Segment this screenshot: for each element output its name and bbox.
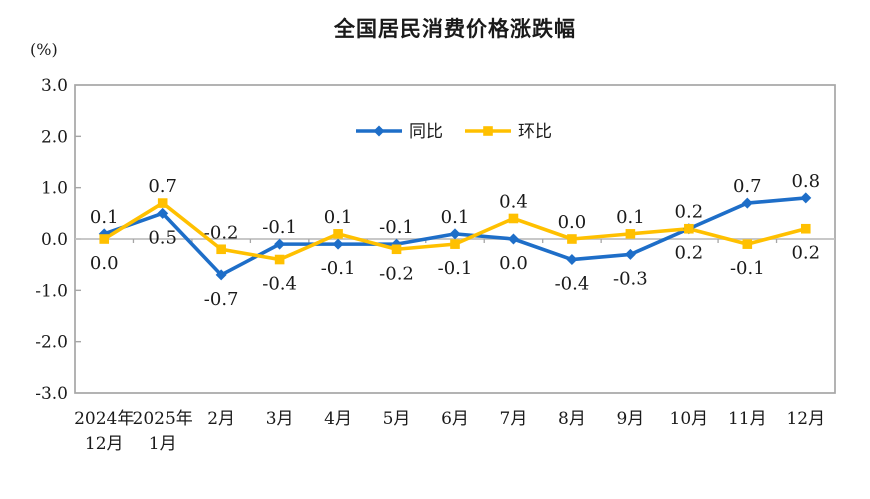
x-axis-label: 8月 [558, 409, 586, 429]
series-yoy-marker [624, 248, 636, 260]
x-axis-label: 10月 [670, 409, 709, 429]
series-mom-marker [274, 254, 285, 265]
series-yoy-marker [332, 238, 344, 250]
data-label-below: -0.1 [438, 258, 473, 279]
legend-mom-marker [483, 126, 493, 136]
series-mom-marker [742, 239, 753, 249]
data-label-below: -0.7 [204, 289, 239, 310]
series-mom-marker [625, 229, 636, 239]
series-yoy-marker [741, 197, 753, 209]
data-label-below: -0.1 [730, 258, 765, 279]
data-label-above: 0.1 [441, 207, 470, 228]
series-yoy-marker [215, 269, 227, 281]
legend-yoy-label: 同比 [409, 122, 443, 142]
x-axis-label: 11月 [728, 409, 767, 429]
data-label-above: 0.2 [675, 202, 704, 223]
y-axis-tick-label: 0.0 [41, 230, 68, 250]
x-axis-label: 4月 [324, 409, 352, 429]
x-axis-label: 12月 [85, 434, 124, 454]
x-axis-label: 7月 [500, 409, 528, 429]
x-axis-label: 9月 [616, 409, 644, 429]
data-label-below: 0.0 [90, 253, 119, 274]
data-label-above: 0.7 [148, 176, 177, 197]
legend-mom-label: 环比 [518, 122, 552, 142]
data-label-below: 0.5 [148, 227, 177, 248]
data-label-below: -0.1 [321, 258, 356, 279]
data-label-above: 0.8 [791, 171, 820, 192]
data-label-above: -0.2 [204, 222, 239, 243]
data-label-below: -0.3 [613, 268, 648, 289]
data-label-below: -0.2 [379, 263, 414, 284]
series-yoy-marker [449, 228, 461, 240]
x-axis-label: 6月 [441, 409, 469, 429]
chart-title: 全国居民消费价格涨跌幅 [334, 17, 576, 41]
data-label-above: -0.1 [262, 217, 297, 238]
x-axis-label: 2月 [207, 409, 235, 429]
data-label-above: 0.1 [324, 207, 353, 228]
series-yoy-marker [507, 233, 519, 245]
series-mom-marker [99, 234, 110, 244]
series-mom-marker [800, 223, 811, 234]
y-axis-tick-label: -2.0 [35, 333, 68, 353]
y-axis-tick-label: 1.0 [41, 179, 68, 199]
series-yoy-marker [800, 192, 812, 204]
series-mom-marker [391, 244, 402, 255]
data-label-above: 0.1 [90, 207, 119, 228]
series-yoy-marker [157, 207, 169, 219]
x-axis-label: 1月 [149, 434, 177, 454]
data-label-below: -0.4 [262, 274, 297, 295]
series-mom-marker [567, 234, 577, 244]
series-yoy-marker [274, 238, 286, 250]
data-label-below: 0.0 [499, 253, 528, 274]
data-label-above: -0.1 [379, 217, 414, 238]
y-axis-tick-label: 3.0 [41, 76, 68, 96]
y-axis-tick-label: 2.0 [41, 127, 68, 147]
x-axis-label: 5月 [383, 409, 411, 429]
y-axis-unit-label: (%) [30, 40, 58, 59]
x-axis-label: 3月 [266, 409, 294, 429]
data-label-above: 0.4 [499, 191, 528, 212]
series-mom-marker [216, 244, 226, 255]
x-axis-label: 12月 [786, 409, 825, 429]
series-mom-marker [508, 213, 519, 224]
series-mom-marker [157, 198, 168, 208]
series-mom-marker [684, 223, 694, 234]
y-axis-tick-label: -3.0 [35, 384, 68, 404]
series-yoy-marker [566, 254, 578, 266]
series-mom-marker [450, 239, 460, 249]
y-axis-tick-label: -1.0 [35, 281, 68, 301]
data-label-above: 0.7 [733, 176, 762, 197]
data-label-above: 0.0 [558, 212, 587, 233]
x-axis-label: 2024年 [74, 409, 134, 429]
legend-yoy-marker [373, 125, 385, 137]
x-axis-label: 2025年 [133, 409, 193, 429]
data-label-below: 0.2 [675, 243, 704, 264]
series-mom-marker [333, 229, 343, 239]
data-label-below: -0.4 [555, 274, 590, 295]
data-label-above: 0.1 [616, 207, 645, 228]
data-label-below: 0.2 [791, 243, 820, 264]
